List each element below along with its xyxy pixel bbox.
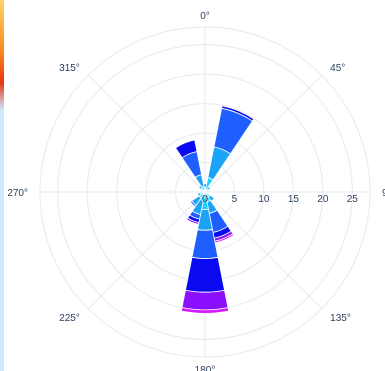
bar-202.5-tier-4 (186, 217, 200, 225)
bar-180-tier-5 (180, 307, 230, 314)
grid-spoke-315 (87, 74, 206, 193)
radial-tick-label: 10 (258, 194, 270, 205)
side-strip-gradient (0, 0, 4, 110)
bar-337.5-tier-3 (174, 139, 198, 159)
grid-spoke-225 (87, 191, 206, 310)
bar-180-tier-4 (181, 289, 229, 311)
radial-tick-label: 0 (202, 194, 208, 205)
bar-225-tier-2 (189, 200, 197, 208)
angular-tick-label: 270° (7, 188, 28, 199)
angular-tick-label: 225° (59, 313, 80, 324)
bar-22.5-tier-3 (221, 105, 255, 122)
grid-spoke-135 (204, 191, 323, 310)
radial-tick-label: 25 (347, 194, 359, 205)
polar-labels: 0° 45° 90° 135° 180° 225° 270° 315° 0 5 10 15 20 25 (7, 11, 385, 371)
bar-45-tier-1 (206, 186, 211, 191)
radial-tick-label: 5 (232, 194, 238, 205)
angular-tick-label: 315° (59, 63, 80, 74)
angular-tick-label: 90° (382, 188, 385, 199)
side-strip (0, 0, 4, 371)
radial-tick-label: 20 (317, 194, 329, 205)
radial-tick-label: 15 (288, 194, 300, 205)
angular-tick-label: 0° (200, 11, 210, 22)
grid-spoke-45 (204, 74, 323, 193)
angular-tick-label: 45° (330, 63, 345, 74)
bar-180-tier-3 (184, 256, 226, 293)
angular-tick-label: 180° (195, 365, 216, 371)
polar-bars (174, 105, 255, 314)
angular-tick-label: 135° (330, 313, 351, 324)
bar-247.5-tier-1 (197, 192, 202, 197)
bar-270-tier-0 (199, 190, 206, 194)
